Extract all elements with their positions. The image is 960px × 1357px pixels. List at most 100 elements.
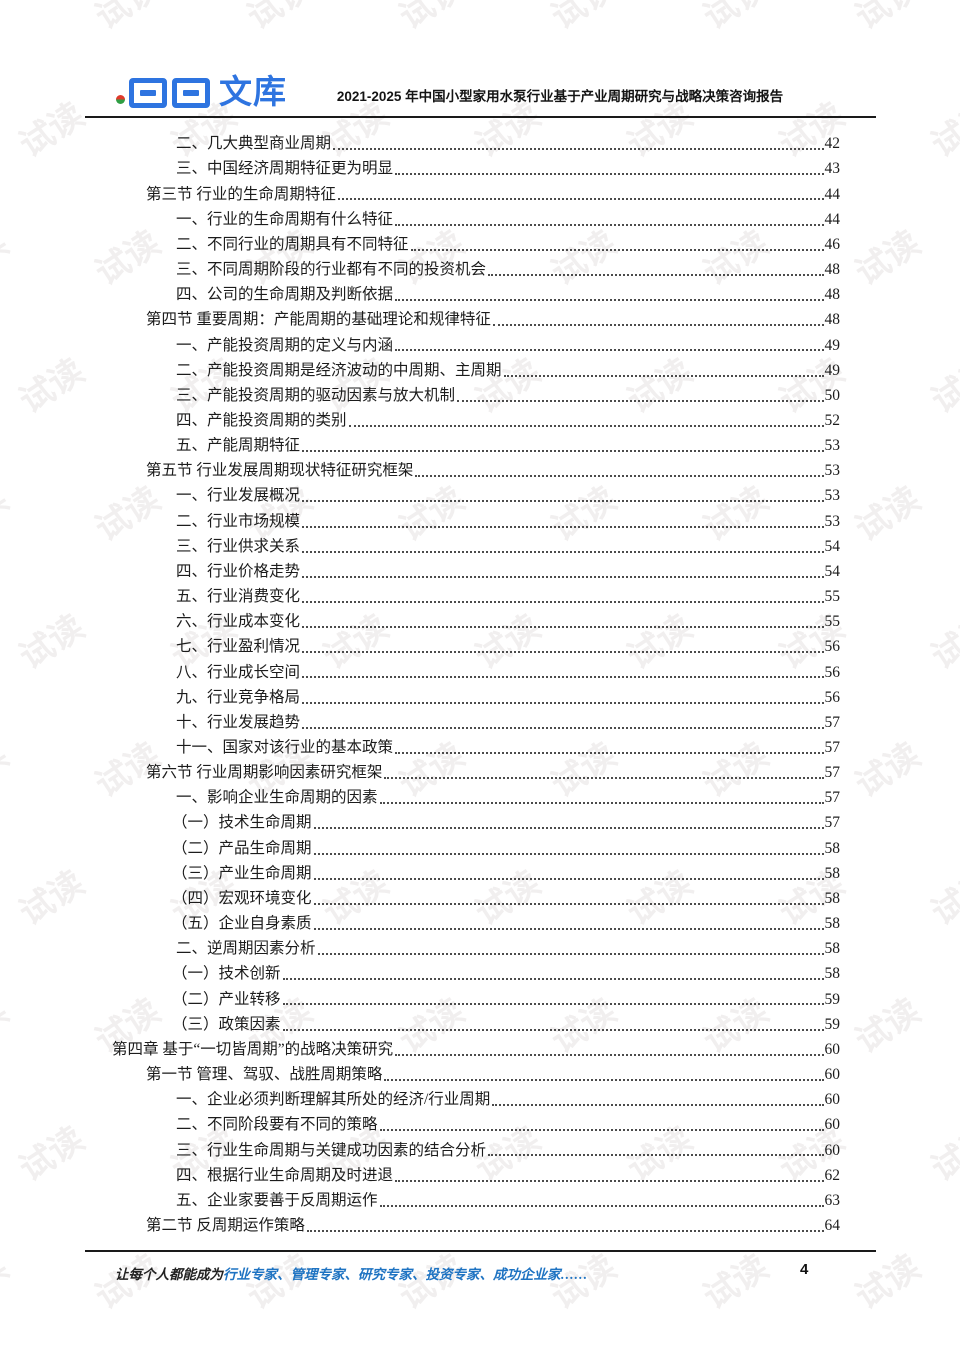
- toc-entry: 五、产能周期特征 53: [112, 431, 840, 456]
- toc-entry-label: （二）产品生命周期: [172, 839, 312, 857]
- toc-entry-page: 55: [824, 613, 841, 631]
- toc-entry: 七、行业盈利情况 56: [112, 632, 840, 657]
- toc-entry-page: 59: [824, 1015, 841, 1033]
- toc-dotted-leader: [313, 928, 824, 930]
- toc-dotted-leader: [384, 1078, 824, 1081]
- toc-entry-page: 53: [824, 462, 841, 480]
- toc-entry: 五、企业家要善于反周期运作 63: [112, 1186, 840, 1211]
- toc-dotted-leader: [410, 248, 824, 251]
- toc-entry-page: 48: [824, 261, 841, 279]
- toc-dotted-leader: [302, 600, 824, 603]
- logo-text: 文库: [219, 73, 287, 110]
- toc-entry: 六、行业成本变化 55: [112, 607, 840, 632]
- footer-slogan: 让每个人都能成为行业专家、管理专家、研究专家、投资专家、成功企业家……: [115, 1263, 588, 1283]
- toc-entry-page: 57: [824, 713, 841, 731]
- toc-entry-label: （五）企业自身素质: [172, 915, 312, 933]
- toc-entry-label: 第六节 行业周期影响因素研究框架: [146, 764, 383, 782]
- logo-dot-icon: [116, 95, 125, 104]
- toc-entry: （五）企业自身素质 58: [112, 909, 840, 934]
- toc-entry-label: 第三节 行业的生命周期特征: [146, 185, 336, 203]
- toc-dotted-leader: [306, 1229, 824, 1232]
- toc-entry-page: 54: [824, 537, 841, 555]
- footer-divider: [85, 1250, 876, 1252]
- toc-dotted-leader: [492, 1104, 824, 1107]
- toc-entry: 十一、国家对该行业的基本政策 57: [112, 733, 840, 758]
- toc-entry-page: 42: [824, 135, 841, 153]
- toc-dotted-leader: [313, 827, 824, 830]
- toc-entry: 第一节 管理、驾驭、战胜周期策略 60: [112, 1060, 840, 1085]
- toc-dotted-leader: [395, 349, 824, 352]
- toc-entry-page: 46: [824, 235, 841, 253]
- toc-entry-page: 63: [824, 1191, 841, 1209]
- toc-entry: 三、行业生命周期与关键成功因素的结合分析 60: [112, 1135, 840, 1160]
- toc-dotted-leader: [302, 525, 824, 528]
- toc-dotted-leader: [302, 726, 824, 729]
- toc-entry: 三、不同周期阶段的行业都有不同的投资机会 48: [112, 255, 840, 280]
- toc-entry-label: 第四章 基于“一切皆周期”的战略决策研究: [112, 1040, 394, 1058]
- toc-entry: 一、行业的生命周期有什么特征 44: [112, 204, 840, 229]
- toc-dotted-leader: [492, 324, 824, 327]
- toc-entry-page: 57: [824, 739, 841, 756]
- toc-entry-label: 四、产能投资周期的类别: [176, 411, 347, 429]
- toc-dotted-leader: [379, 1129, 824, 1132]
- toc-entry-label: （一）技术生命周期: [172, 814, 312, 832]
- toc-entry: 四、行业价格走势 54: [112, 557, 840, 582]
- toc-entry: 一、产能投资周期的定义与内涵 49: [112, 330, 840, 355]
- toc-entry-page: 58: [824, 940, 841, 958]
- toc-list: 二、几大典型商业周期 42 三、中国经济周期特征更为明显 43 第三节 行业的生…: [112, 129, 840, 1236]
- toc-entry-label: 五、产能周期特征: [176, 437, 301, 455]
- toc-entry: 三、行业供求关系 54: [112, 532, 840, 557]
- toc-dotted-leader: [302, 701, 824, 704]
- toc-entry-label: 十一、国家对该行业的基本政策: [176, 739, 394, 756]
- toc-entry-label: 二、产能投资周期是经济波动的中周期、主周期: [176, 361, 502, 379]
- toc-entry: 二、不同阶段要有不同的策略 60: [112, 1110, 840, 1135]
- toc-entry-label: （四）宏观环境变化: [172, 889, 312, 907]
- toc-entry: 第五节 行业发展周期现状特征研究框架 53: [112, 456, 840, 481]
- toc-entry-label: 四、行业价格走势: [176, 562, 301, 580]
- toc-entry: （四）宏观环境变化 58: [112, 884, 840, 909]
- toc-entry: 四、公司的生命周期及判断依据 48: [112, 280, 840, 305]
- toc-entry-page: 59: [824, 990, 841, 1008]
- toc-entry-label: 三、不同周期阶段的行业都有不同的投资机会: [176, 261, 487, 279]
- toc-entry-page: 54: [824, 562, 841, 580]
- toc-entry: 九、行业竞争格局 56: [112, 682, 840, 707]
- toc-entry-page: 56: [824, 663, 841, 681]
- toc-entry: 二、逆周期因素分析 58: [112, 934, 840, 959]
- toc-dotted-leader: [302, 575, 824, 578]
- toc-entry-label: 第二节 反周期运作策略: [146, 1216, 305, 1234]
- toc-entry-page: 56: [824, 638, 841, 656]
- toc-entry: （二）产品生命周期 58: [112, 833, 840, 858]
- toc-entry: （一）技术创新 58: [112, 959, 840, 984]
- toc-entry-page: 57: [824, 764, 841, 782]
- toc-entry: 二、行业市场规模 53: [112, 506, 840, 531]
- toc-entry-page: 57: [824, 789, 841, 807]
- toc-dotted-leader: [503, 374, 824, 377]
- toc-entry-page: 64: [824, 1216, 841, 1234]
- toc-entry-label: 二、不同行业的周期具有不同特征: [176, 235, 409, 253]
- toc-entry: 四、产能投资周期的类别 52: [112, 406, 840, 431]
- toc-entry-label: 一、企业必须判断理解其所处的经济/行业周期: [176, 1091, 491, 1109]
- toc-entry-label: 七、行业盈利情况: [176, 638, 301, 656]
- toc-dotted-leader: [415, 475, 824, 478]
- footer-slogan-highlight: 行业专家、管理专家、研究专家、投资专家、成功企业家……: [223, 1267, 588, 1282]
- toc-dotted-leader: [337, 198, 824, 201]
- toc-dotted-leader: [302, 450, 824, 453]
- toc-entry-label: 三、产能投资周期的驱动因素与放大机制: [176, 386, 456, 404]
- toc-entry-label: 三、中国经济周期特征更为明显: [176, 160, 394, 178]
- toc-entry-label: 四、根据行业生命周期及时进退: [176, 1166, 394, 1184]
- toc-dotted-leader: [395, 173, 824, 176]
- toc-entry-label: 二、逆周期因素分析: [176, 940, 316, 958]
- toc-entry-label: （三）政策因素: [172, 1015, 281, 1033]
- toc-dotted-leader: [313, 877, 824, 880]
- report-title: 2021-2025 年中国小型家用水泵行业基于产业周期研究与战略决策咨询报告: [336, 89, 784, 104]
- toc-entry-page: 58: [824, 839, 841, 857]
- toc-entry-page: 57: [824, 814, 841, 832]
- toc-dotted-leader: [302, 651, 824, 654]
- toc-entry-page: 53: [824, 512, 841, 530]
- toc-entry-page: 50: [824, 386, 841, 404]
- toc-entry-page: 58: [824, 889, 841, 907]
- toc-entry: 第六节 行业周期影响因素研究框架 57: [112, 758, 840, 783]
- header-divider: [85, 116, 876, 118]
- toc-dotted-leader: [302, 550, 824, 553]
- toc-entry-label: 六、行业成本变化: [176, 613, 301, 631]
